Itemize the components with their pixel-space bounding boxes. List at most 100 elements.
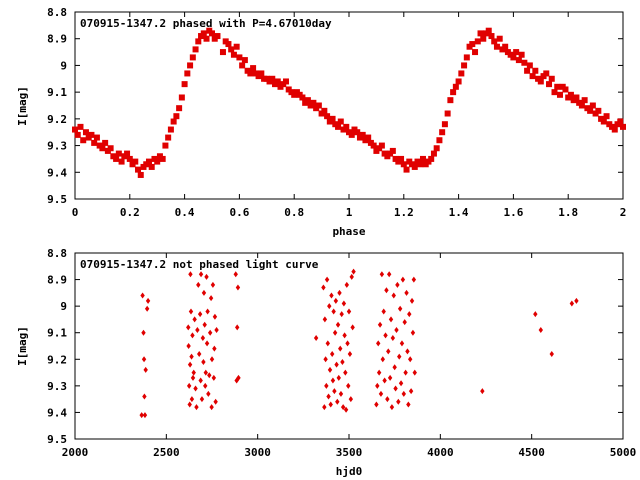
y-axis-label: I[mag] xyxy=(16,326,29,366)
data-point xyxy=(396,398,401,405)
data-point xyxy=(340,404,346,411)
data-point xyxy=(329,292,334,299)
data-point xyxy=(230,51,237,58)
data-point xyxy=(313,335,319,342)
y-tick-label: 9.2 xyxy=(47,353,67,366)
data-point xyxy=(207,372,212,379)
data-point xyxy=(551,89,558,96)
data-point xyxy=(219,49,226,56)
data-point xyxy=(477,30,484,37)
data-point xyxy=(374,401,379,408)
data-point xyxy=(299,94,306,101)
data-point xyxy=(474,38,481,45)
data-point xyxy=(310,99,317,106)
data-point xyxy=(452,83,459,90)
data-point xyxy=(377,321,383,328)
data-point xyxy=(74,131,81,138)
data-point xyxy=(234,377,239,384)
y-tick-label: 9.1 xyxy=(47,327,67,340)
data-point xyxy=(385,396,390,403)
data-point xyxy=(233,43,240,50)
data-point xyxy=(343,406,349,413)
data-point xyxy=(209,30,215,37)
data-point xyxy=(469,41,476,48)
data-point xyxy=(409,297,415,304)
data-point xyxy=(331,308,336,315)
y-tick-label: 9.3 xyxy=(47,140,67,153)
data-point xyxy=(518,51,525,58)
data-point xyxy=(304,97,311,104)
data-point xyxy=(573,94,580,101)
data-point xyxy=(342,332,347,339)
data-point xyxy=(395,281,400,288)
y-tick-label: 8.8 xyxy=(47,247,67,260)
data-point xyxy=(406,401,411,408)
y-tick-label: 9.1 xyxy=(47,86,67,99)
data-point xyxy=(370,142,377,149)
data-point xyxy=(549,350,554,357)
data-point xyxy=(247,70,254,77)
data-point xyxy=(581,97,588,104)
unphased-light-curve-plot: 070915-1347.2 not phased light curve 200… xyxy=(16,247,636,478)
data-point xyxy=(496,35,503,42)
data-point xyxy=(187,62,194,69)
data-point xyxy=(537,78,544,85)
data-point xyxy=(521,59,528,66)
data-point xyxy=(198,271,204,278)
data-point xyxy=(380,356,385,363)
data-point xyxy=(210,281,216,288)
data-point xyxy=(458,70,465,77)
data-point xyxy=(107,145,114,152)
data-point xyxy=(335,321,341,328)
data-point xyxy=(400,276,406,283)
data-point xyxy=(620,123,626,130)
data-point xyxy=(165,134,172,141)
x-tick-label: 2000 xyxy=(62,446,89,459)
data-point xyxy=(141,356,147,363)
data-point xyxy=(72,126,78,133)
data-point xyxy=(204,273,209,280)
data-point xyxy=(148,163,155,170)
data-point xyxy=(488,33,495,40)
data-point xyxy=(188,271,193,278)
data-point xyxy=(404,289,409,296)
data-point xyxy=(574,297,579,304)
data-point xyxy=(546,81,553,88)
data-point xyxy=(321,284,326,291)
data-point xyxy=(324,382,329,389)
data-point xyxy=(126,155,133,162)
data-point xyxy=(118,158,125,165)
data-point xyxy=(338,390,344,397)
y-tick-label: 8.8 xyxy=(47,6,67,19)
x-tick-label: 1.2 xyxy=(394,206,414,219)
data-point xyxy=(189,54,196,61)
data-point xyxy=(562,86,569,93)
data-point xyxy=(480,35,487,42)
data-point xyxy=(526,62,533,69)
data-point xyxy=(338,345,343,352)
data-point xyxy=(397,353,402,360)
data-point xyxy=(189,396,195,403)
data-point xyxy=(192,46,199,53)
data-point xyxy=(327,303,332,310)
data-point xyxy=(349,273,354,280)
data-point xyxy=(382,377,387,384)
data-point xyxy=(472,49,479,56)
x-tick-label: 0.8 xyxy=(284,206,304,219)
data-point xyxy=(186,324,191,331)
data-point xyxy=(348,396,354,403)
x-tick-label: 1.8 xyxy=(558,206,578,219)
x-tick-label: 3500 xyxy=(336,446,363,459)
data-point xyxy=(381,308,386,315)
data-point xyxy=(400,161,407,168)
data-point xyxy=(236,54,243,61)
data-point xyxy=(225,41,232,48)
data-point xyxy=(386,271,392,278)
y-axis-label: I[mag] xyxy=(16,86,29,126)
data-point xyxy=(145,158,152,165)
data-point xyxy=(239,62,246,69)
data-point xyxy=(461,62,468,69)
axis-ticks: 2000 2500 3000 3500 4000 4500 5000 8.8 8.9 9 9.1 9.… xyxy=(47,247,636,459)
x-tick-label: 0 xyxy=(72,206,79,219)
